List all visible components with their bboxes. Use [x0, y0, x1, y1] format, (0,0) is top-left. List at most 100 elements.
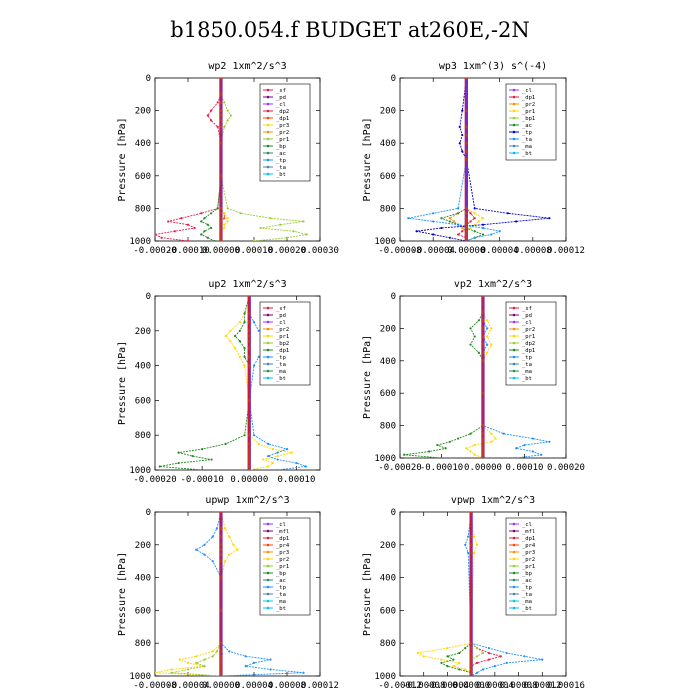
legend-marker [266, 123, 270, 127]
series-point [473, 551, 476, 555]
series-point [186, 661, 190, 664]
panel-title: vp2 1xm^2/s^3 [454, 279, 532, 290]
legend-marker [512, 123, 516, 127]
zero-series-point [481, 296, 485, 298]
zero-series-point [247, 451, 251, 455]
series-point [226, 207, 229, 210]
x-tick-label: 0.00016 [547, 681, 585, 691]
legend-label: _pr2 [522, 557, 535, 563]
zero-series-point [464, 211, 468, 215]
zero-series-point [219, 100, 223, 105]
zero-series-point [219, 219, 223, 224]
legend-marker [512, 348, 516, 352]
series-point [267, 454, 270, 458]
y-tick-label: 200 [135, 107, 151, 117]
series-point [458, 661, 461, 664]
legend-label: _pr1 [276, 564, 289, 570]
x-tick-label: 0.00004 [481, 246, 519, 256]
plot-frame [154, 511, 321, 677]
series-point [548, 440, 551, 443]
series-point [469, 432, 472, 435]
series-point [211, 655, 214, 658]
legend-marker [512, 592, 516, 596]
legend-label: _pr1 [522, 109, 535, 115]
y-tick-label: 1000 [129, 237, 151, 247]
legend-label: _cl [276, 522, 286, 528]
legend-label: _pr1 [276, 137, 289, 143]
series-point [158, 465, 161, 468]
legend-marker [512, 369, 516, 373]
legend: _cl_mfl_dp1_pr4_pr3_pr2_pr1_bp_ac_tp_ta_… [259, 517, 311, 616]
legend-marker [266, 102, 270, 106]
plot-area [155, 512, 305, 676]
zero-series-point [464, 232, 468, 237]
series-point [490, 440, 493, 443]
legend-marker [512, 102, 516, 106]
series-point [271, 448, 274, 451]
panel-4: vp2 1xm^2/s^3 Pressure [hPa] 0 200 400 600 800… [362, 279, 585, 473]
series-point [422, 655, 425, 658]
series-point [427, 450, 431, 453]
series-point [452, 658, 455, 661]
zero-series-point [481, 310, 485, 314]
zero-series-point [247, 442, 251, 446]
legend-label: _bt [276, 376, 286, 382]
legend-marker [266, 165, 270, 169]
zero-series-point [247, 433, 251, 437]
series-point [228, 553, 231, 556]
zero-series-point [481, 436, 485, 441]
series-point [436, 443, 439, 447]
x-tick-label: 0.00000 [202, 246, 240, 256]
zero-series-point [219, 658, 223, 662]
legend-marker [512, 536, 516, 540]
zero-series-point [219, 654, 223, 658]
zero-series-point [481, 359, 485, 363]
series-point [226, 119, 229, 122]
series-point [486, 319, 489, 322]
legend-marker [266, 306, 270, 310]
series-point [224, 334, 227, 338]
legend-label: _ma [522, 369, 532, 375]
zero-series-point [464, 223, 468, 227]
x-tick-label: 0.00004 [476, 681, 514, 691]
x-tick-label: 0.00000 [447, 246, 485, 256]
legend-marker [512, 550, 516, 554]
zero-series-point [219, 667, 223, 672]
zero-series-point [247, 346, 251, 350]
series-point [269, 658, 272, 661]
series-point [505, 661, 508, 664]
legend: _sf_pd_cl_pr2_pr1_dp2_dp1_tp_ta_ma_bt [505, 301, 557, 386]
zero-series-point [247, 461, 251, 465]
legend-label: _cl [276, 102, 286, 108]
series-point [243, 355, 246, 358]
series-point [226, 220, 229, 223]
legend-label: _ta [276, 592, 286, 598]
series-point [223, 212, 226, 215]
x-tick-label: -0.00012 [378, 681, 421, 691]
legend-label: _pr2 [522, 327, 535, 333]
zero-series-point [219, 226, 223, 230]
zero-series-point [481, 318, 485, 322]
series-line [470, 512, 484, 676]
legend-marker [266, 109, 270, 113]
zero-series-point [219, 211, 223, 215]
x-tick-label: 0.00012 [523, 681, 561, 691]
y-tick-label: 1000 [374, 237, 396, 247]
series-point [444, 447, 447, 450]
legend-marker [266, 151, 270, 155]
zero-series-point [464, 125, 468, 129]
legend-label: _pr1 [522, 334, 535, 340]
series-point [216, 101, 219, 104]
legend-label: _dp1 [522, 536, 535, 542]
x-tick-label: 0.00020 [268, 246, 306, 256]
series-point [457, 212, 460, 215]
zero-series-point [219, 78, 223, 80]
series-point [252, 321, 256, 324]
series-point [228, 535, 231, 538]
series-point [490, 233, 493, 236]
panel-1: wp2 1xm^2/s^3 Pressure [hPa] 0 200 400 600 800… [117, 61, 339, 256]
legend-label: _tp [276, 585, 286, 591]
series-point [481, 651, 485, 655]
y-tick-label: 0 [146, 508, 151, 518]
series-point [257, 442, 260, 445]
